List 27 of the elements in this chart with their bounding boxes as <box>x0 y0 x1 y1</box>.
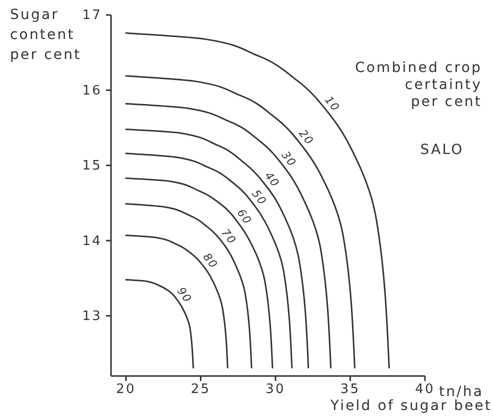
x-tick-label: 40 <box>415 382 435 398</box>
line-series <box>125 278 194 368</box>
text: 80 <box>200 250 220 272</box>
x-tick-label: 35 <box>340 382 360 398</box>
text: 40 <box>262 169 282 190</box>
line-series <box>125 203 252 368</box>
x-tick-label: 30 <box>266 382 286 398</box>
text: 50 <box>249 187 270 208</box>
text: 70 <box>218 226 239 248</box>
x-tick-label: 25 <box>190 382 211 398</box>
y-tick-label: 15 <box>82 158 102 174</box>
line-series <box>125 75 356 368</box>
x-tick-label: 20 <box>116 382 136 398</box>
text: 60 <box>234 206 254 228</box>
x-axis-title: Yield of sugar beet <box>329 398 492 414</box>
text: 10 <box>322 94 342 114</box>
annotation: SALO <box>420 142 464 158</box>
y-axis-title: Sugar content per cent <box>10 7 82 63</box>
y-tick-label: 17 <box>82 8 102 24</box>
y-tick-label: 16 <box>82 83 102 98</box>
text: 90 <box>174 284 194 306</box>
text: 30 <box>278 148 299 170</box>
legend-title: Combined crop certainty per cent <box>355 60 482 110</box>
text: tn/ha <box>439 384 484 400</box>
y-tick-label: 14 <box>82 234 102 249</box>
text: 20 <box>296 127 316 148</box>
y-tick-label: 13 <box>82 308 102 324</box>
